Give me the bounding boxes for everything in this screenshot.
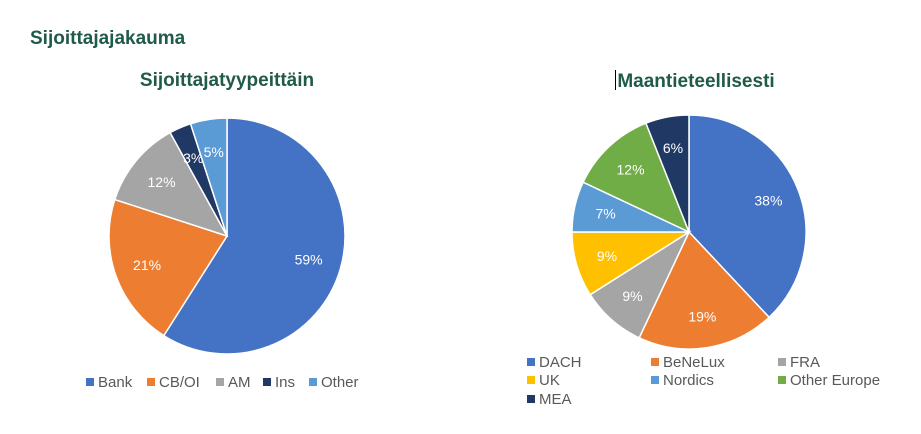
legend-item-nordics: Nordics — [651, 372, 714, 389]
chart-title-geography-text: Maantieteellisesti — [617, 71, 775, 92]
data-label-bank: 59% — [295, 252, 323, 268]
data-label-mea: 6% — [663, 140, 683, 156]
text-cursor — [615, 70, 617, 90]
legend-swatch-benelux — [651, 358, 659, 366]
pie-slice-dach — [688, 114, 807, 319]
chart-title-investor-type: Sijoittajatyypeittäin — [139, 70, 315, 91]
legend-swatch-cb-oi — [147, 378, 155, 386]
legend-label-bank: Bank — [98, 374, 133, 391]
legend-item-am: AM — [216, 374, 251, 391]
legend-swatch-dach — [527, 358, 535, 366]
legend-swatch-am — [216, 378, 224, 386]
legend-label-nordics: Nordics — [663, 372, 714, 389]
data-label-am: 12% — [148, 174, 176, 190]
legend-label-other: Other — [321, 374, 359, 391]
pie-slice-benelux — [638, 230, 771, 350]
legend-item-cb-oi: CB/OI — [147, 374, 200, 391]
legend-item-other-europe: Other Europe — [778, 372, 880, 389]
legend-label-am: AM — [228, 374, 251, 391]
data-label-dach: 38% — [754, 193, 782, 209]
data-label-other: 5% — [204, 144, 224, 160]
legend-swatch-mea — [527, 395, 535, 403]
data-label-uk: 9% — [597, 248, 617, 264]
legend-label-mea: MEA — [539, 391, 572, 408]
data-label-ins: 3% — [183, 150, 203, 166]
legend-label-benelux: BeNeLux — [663, 354, 725, 371]
pie-slice-mea — [644, 114, 690, 233]
legend-item-benelux: BeNeLux — [651, 354, 725, 371]
pie-slice-other — [189, 117, 228, 237]
legend-item-mea: MEA — [527, 391, 572, 408]
legend-label-uk: UK — [539, 372, 560, 389]
legend-label-cb-oi: CB/OI — [159, 374, 200, 391]
data-label-other-europe: 12% — [617, 162, 645, 178]
legend-swatch-ins — [263, 378, 271, 386]
chart-title-geography: Maantieteellisesti — [545, 70, 845, 93]
pie-slice-bank — [162, 117, 346, 355]
legend-item-other: Other — [309, 374, 359, 391]
legend-item-ins: Ins — [263, 374, 295, 391]
legend-label-fra: FRA — [790, 354, 820, 371]
pie-slice-cb-oi — [108, 198, 229, 337]
legend-label-ins: Ins — [275, 374, 296, 391]
legend-swatch-nordics — [651, 376, 659, 384]
data-label-fra: 9% — [622, 288, 642, 304]
legend-swatch-fra — [778, 358, 786, 366]
legend-swatch-uk — [527, 376, 535, 384]
data-label-nordics: 7% — [596, 205, 616, 221]
legend-item-bank: Bank — [86, 374, 132, 391]
legend-swatch-other — [309, 378, 317, 386]
legend-label-other-europe: Other Europe — [790, 372, 881, 389]
data-label-cb-oi: 21% — [133, 257, 161, 273]
legend-item-uk: UK — [527, 372, 560, 389]
legend-swatch-bank — [86, 378, 94, 386]
pie-slice-am — [113, 131, 229, 238]
legend-swatch-other-europe — [778, 376, 786, 384]
page-title: Sijoittajajakauma — [30, 28, 186, 49]
legend-item-dach: DACH — [527, 354, 582, 371]
legend-item-fra: FRA — [778, 354, 820, 371]
data-label-benelux: 19% — [688, 308, 716, 324]
legend-label-dach: DACH — [539, 354, 582, 371]
pie-slice-other-europe — [582, 122, 691, 234]
